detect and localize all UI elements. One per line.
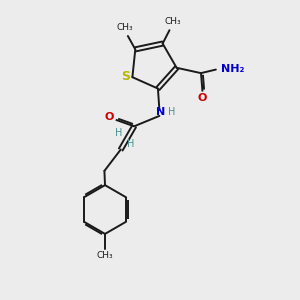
- Text: CH₃: CH₃: [164, 17, 181, 26]
- Text: N: N: [156, 107, 166, 117]
- Text: CH₃: CH₃: [117, 23, 133, 32]
- Text: S: S: [121, 70, 130, 83]
- Text: NH₂: NH₂: [221, 64, 244, 74]
- Text: O: O: [104, 112, 114, 122]
- Text: H: H: [127, 139, 134, 149]
- Text: O: O: [198, 93, 207, 103]
- Text: H: H: [168, 107, 175, 117]
- Text: CH₃: CH₃: [97, 251, 113, 260]
- Text: H: H: [115, 128, 122, 138]
